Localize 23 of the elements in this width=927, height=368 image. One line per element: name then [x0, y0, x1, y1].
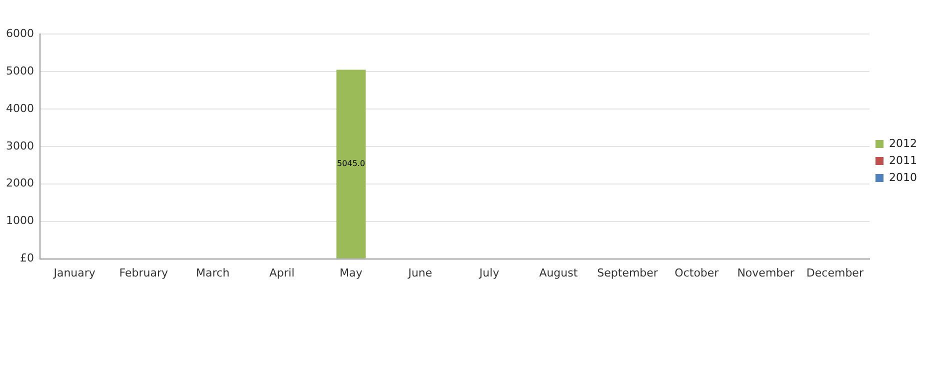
y-tick-label: £0 — [20, 252, 34, 265]
y-tick-label: 4000 — [6, 102, 34, 115]
y-tick-label: 5000 — [6, 64, 34, 78]
x-tick-label: April — [269, 266, 295, 280]
x-tick-label: November — [737, 266, 795, 280]
legend-label: 2011 — [889, 154, 918, 167]
y-tick-label: 2000 — [6, 176, 34, 190]
legend-label: 2010 — [889, 170, 918, 184]
legend-label: 2012 — [889, 136, 918, 150]
x-tick-label: January — [52, 266, 96, 280]
x-tick-label: December — [806, 266, 864, 280]
x-tick-label: July — [478, 266, 500, 280]
y-tick-label: 1000 — [6, 214, 34, 228]
x-tick-label: October — [674, 266, 720, 280]
x-tick-label: May — [340, 266, 363, 280]
x-tick-label: August — [539, 266, 578, 280]
x-tick-label: February — [119, 266, 169, 280]
data-label: 5045.0 — [337, 159, 366, 168]
x-tick-label: September — [597, 266, 658, 280]
y-tick-label: 6000 — [6, 26, 34, 40]
x-tick-label: March — [196, 266, 230, 280]
y-tick-label: 3000 — [6, 139, 34, 152]
x-tick-label: June — [407, 266, 432, 280]
